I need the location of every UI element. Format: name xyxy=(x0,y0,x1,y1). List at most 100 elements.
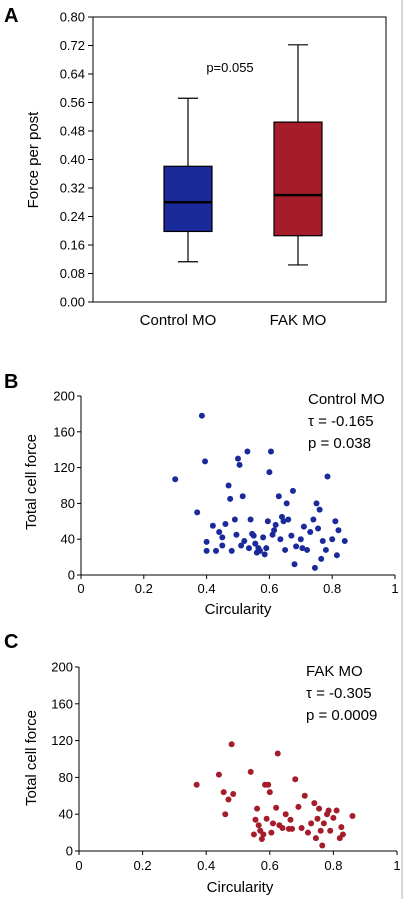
box-ytick-label-3: 0.24 xyxy=(60,209,85,224)
scatter-b-ytick-label-4: 160 xyxy=(53,424,75,439)
scatter-c-xtick-label-5: 1 xyxy=(393,858,400,873)
scatter-c-point-35 xyxy=(311,800,318,807)
panel-letter-b: B xyxy=(4,371,18,393)
box-ylabel: Force per post xyxy=(25,111,42,209)
scatter-b-point-32 xyxy=(261,551,268,558)
scatter-c-point-17 xyxy=(265,781,272,788)
scatter-b-xtick-label-0: 0 xyxy=(77,581,84,596)
scatter-c-point-46 xyxy=(333,807,340,814)
scatter-c-ytick-label-3: 120 xyxy=(51,733,73,748)
box-ytick-label-8: 0.64 xyxy=(60,67,85,82)
scatter-c-point-45 xyxy=(330,814,337,821)
control-scatter-panel: Total cell force Circularity Control MO … xyxy=(23,389,399,619)
scatter-c-legend-tau: τ = -0.305 xyxy=(306,685,372,702)
scatter-c-point-39 xyxy=(317,827,324,834)
scatter-b-ylabel: Total cell force xyxy=(23,434,40,530)
scatter-c-point-30 xyxy=(295,803,302,810)
scatter-b-xtick-label-4: 0.8 xyxy=(323,581,341,596)
box-ytick-label-7: 0.56 xyxy=(60,95,85,110)
scatter-b-point-59 xyxy=(315,525,322,532)
scatter-c-point-40 xyxy=(319,842,326,849)
scatter-c-point-31 xyxy=(298,825,305,831)
scatter-b-xtick-label-2: 0.4 xyxy=(198,581,216,596)
panel-letter-c: C xyxy=(4,631,18,653)
scatter-b-point-31 xyxy=(260,534,267,541)
scatter-b-point-11 xyxy=(222,520,229,527)
scatter-b-ytick-label-2: 80 xyxy=(61,496,75,511)
scatter-b-point-19 xyxy=(238,542,245,549)
scatter-b-point-53 xyxy=(300,523,307,530)
scatter-c-xlabel: Circularity xyxy=(207,879,274,896)
scatter-b-point-41 xyxy=(277,536,284,543)
scatter-b-point-39 xyxy=(272,521,279,528)
scatter-c-point-36 xyxy=(312,835,319,842)
scatter-c-point-11 xyxy=(255,822,262,829)
panel-letter-a: A xyxy=(4,5,18,27)
scatter-c-point-44 xyxy=(327,827,334,834)
scatter-b-point-10 xyxy=(219,542,226,549)
scatter-c-point-25 xyxy=(282,811,289,818)
scatter-b-point-51 xyxy=(297,536,304,543)
scatter-c-point-50 xyxy=(349,813,356,820)
scatter-b-point-34 xyxy=(264,518,271,525)
scatter-b-point-30 xyxy=(256,547,263,554)
scatter-b-point-48 xyxy=(289,487,296,494)
scatter-b-point-7 xyxy=(213,547,220,554)
scatter-c-point-18 xyxy=(266,789,273,796)
scatter-c-point-37 xyxy=(314,815,321,822)
scatter-b-legend-tau: τ = -0.165 xyxy=(308,413,374,430)
scatter-c-legend-name: FAK MO xyxy=(306,663,363,680)
scatter-c-point-4 xyxy=(225,796,232,803)
box-plot-panel: Force per post p=0.055 0.00 0.08 0.16 0.24 0… xyxy=(25,10,387,329)
scatter-b-point-18 xyxy=(236,461,243,468)
scatter-b-point-35 xyxy=(266,469,273,476)
scatter-c-point-19 xyxy=(268,829,275,836)
scatter-b-point-45 xyxy=(283,500,290,507)
fak-scatter-panel: Total cell force Circularity FAK MO τ = … xyxy=(23,660,401,897)
scatter-c-point-8 xyxy=(250,831,257,838)
scatter-b-ytick-label-0: 0 xyxy=(68,568,75,583)
box-ytick-label-5: 0.40 xyxy=(60,152,85,167)
scatter-c-point-16 xyxy=(263,815,270,822)
scatter-b-point-50 xyxy=(293,543,300,550)
scatter-c-xtick-label-1: 0.2 xyxy=(134,858,152,873)
scatter-b-point-22 xyxy=(244,448,251,455)
box-ytick-label-4: 0.32 xyxy=(60,181,85,196)
scatter-b-point-14 xyxy=(228,547,235,554)
scatter-b-point-2 xyxy=(198,412,205,419)
scatter-c-point-34 xyxy=(308,820,315,827)
scatter-c-point-48 xyxy=(338,824,345,831)
scatter-c-point-14 xyxy=(260,831,267,838)
scatter-b-point-40 xyxy=(275,493,282,500)
scatter-b-point-24 xyxy=(247,516,254,523)
scatter-b-point-26 xyxy=(250,532,257,539)
scatter-c-point-3 xyxy=(222,811,229,818)
scatter-b-point-9 xyxy=(219,534,226,541)
scatter-b-point-56 xyxy=(310,516,317,523)
scatter-b-ytick-label-5: 200 xyxy=(53,389,75,404)
scatter-b-point-4 xyxy=(203,538,210,545)
scatter-b-point-33 xyxy=(263,545,270,552)
scatter-c-ytick-label-1: 40 xyxy=(59,807,73,822)
scatter-b-xtick-label-1: 0.2 xyxy=(135,581,153,596)
scatter-b-point-43 xyxy=(280,518,287,525)
scatter-b-point-55 xyxy=(307,529,314,536)
scatter-b-xlabel: Circularity xyxy=(205,601,272,618)
box-ytick-label-6: 0.48 xyxy=(60,124,85,139)
scatter-b-point-13 xyxy=(227,495,234,502)
scatter-c-point-21 xyxy=(273,804,280,811)
scatter-b-point-3 xyxy=(202,458,209,465)
scatter-b-point-20 xyxy=(239,493,246,500)
box-ytick-label-2: 0.16 xyxy=(60,238,85,253)
scatter-b-point-68 xyxy=(335,527,342,534)
scatter-b-point-15 xyxy=(231,516,238,523)
scatter-b-point-12 xyxy=(225,482,232,489)
scatter-c-point-20 xyxy=(269,820,276,827)
scatter-b-point-17 xyxy=(235,455,241,462)
scatter-c-point-41 xyxy=(320,820,327,827)
box-ytick-label-10: 0.80 xyxy=(60,10,85,25)
scatter-c-point-43 xyxy=(325,807,332,814)
scatter-c-point-13 xyxy=(258,836,265,843)
scatter-b-point-52 xyxy=(299,545,306,552)
scatter-c-point-29 xyxy=(292,776,299,783)
